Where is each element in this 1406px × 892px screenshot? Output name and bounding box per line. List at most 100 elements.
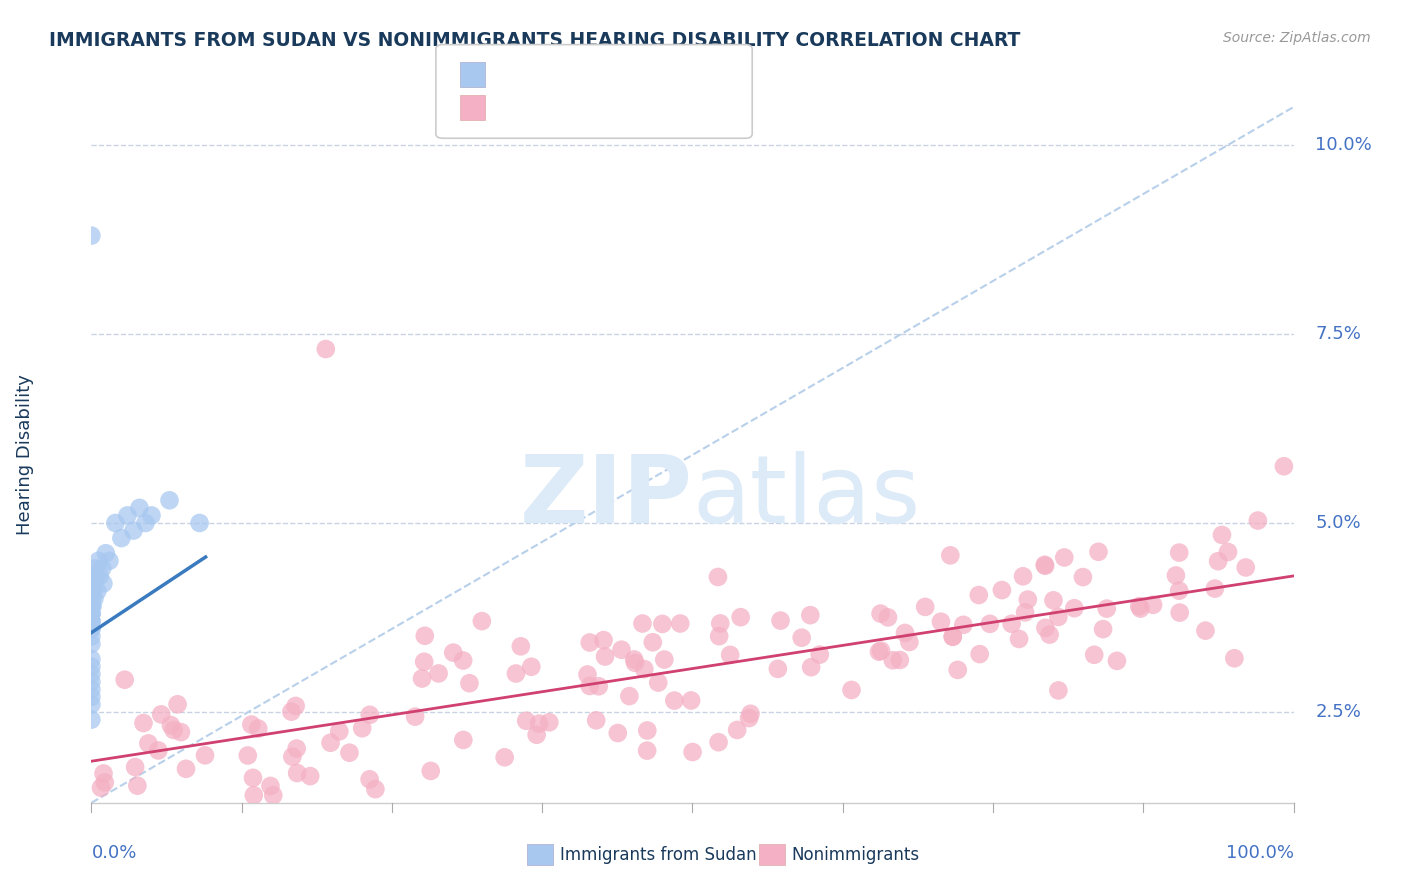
Point [1105,654,1128,668]
Point [651,616,673,631]
Point [80,629,103,643]
Text: 100.0%: 100.0% [1226,845,1294,863]
Point [979,616,1001,631]
Point [641,635,664,649]
Point [82,584,104,599]
Point [86,584,108,599]
Point [969,647,991,661]
Text: 7.5%: 7.5% [1315,325,1361,343]
Text: Source: ZipAtlas.com: Source: ZipAtlas.com [1223,31,1371,45]
Point [339,746,361,760]
Point [453,733,475,747]
Point [138,736,160,750]
Point [117,508,139,523]
Point [411,672,433,686]
Point [1033,558,1056,573]
Point [80,690,103,704]
Point [664,693,686,707]
Point [82,569,104,583]
Point [90,780,112,795]
Point [80,576,103,591]
Point [1087,545,1109,559]
Point [709,616,731,631]
Point [427,666,450,681]
Point [359,772,381,787]
Point [946,663,969,677]
Point [588,679,610,693]
Text: Nonimmigrants: Nonimmigrants [792,846,920,863]
Point [647,675,669,690]
Point [83,591,105,606]
Point [141,508,163,523]
Point [1223,651,1246,665]
Point [80,652,103,666]
Point [80,607,103,621]
Point [319,736,342,750]
Point [242,771,264,785]
Point [1247,514,1270,528]
Text: R = 0.539: R = 0.539 [496,98,595,117]
Point [1128,599,1150,614]
Point [790,631,813,645]
Point [148,743,170,757]
Point [80,569,103,583]
Text: 5.0%: 5.0% [1315,514,1361,532]
Point [150,707,173,722]
Point [870,643,893,657]
Point [1033,558,1056,572]
Point [80,682,103,697]
Point [284,698,307,713]
Point [1008,632,1031,646]
Point [80,607,103,621]
Point [80,599,103,614]
Point [991,583,1014,598]
Point [800,660,823,674]
Point [1204,582,1226,596]
Point [127,779,149,793]
Point [636,723,658,738]
Point [124,760,146,774]
Text: ZIP: ZIP [520,450,692,542]
Point [1071,570,1094,584]
Point [451,653,474,667]
Point [80,584,103,599]
Point [328,724,350,739]
Point [174,762,197,776]
Point [285,766,308,780]
Point [243,789,266,803]
Text: 10.0%: 10.0% [1315,136,1372,153]
Point [494,750,516,764]
Point [1095,601,1118,615]
Point [352,721,374,735]
Point [80,698,103,712]
Point [160,718,183,732]
Point [593,649,616,664]
Point [132,716,155,731]
Point [652,652,675,666]
Point [441,646,464,660]
Point [967,588,990,602]
Point [1017,592,1039,607]
Point [538,715,561,730]
Point [84,561,107,575]
Text: IMMIGRANTS FROM SUDAN VS NONIMMIGRANTS HEARING DISABILITY CORRELATION CHART: IMMIGRANTS FROM SUDAN VS NONIMMIGRANTS H… [49,31,1021,50]
Point [592,633,614,648]
Point [471,614,494,628]
Point [1194,624,1216,638]
Point [939,549,962,563]
Point [889,653,911,667]
Point [80,667,103,681]
Point [93,576,115,591]
Point [898,635,921,649]
Point [80,622,103,636]
Point [128,500,150,515]
Point [942,630,965,644]
Point [730,610,752,624]
Point [619,689,641,703]
Point [83,576,105,591]
Point [194,748,217,763]
Point [1211,528,1233,542]
Point [80,615,103,629]
Point [623,652,645,666]
Point [458,676,481,690]
